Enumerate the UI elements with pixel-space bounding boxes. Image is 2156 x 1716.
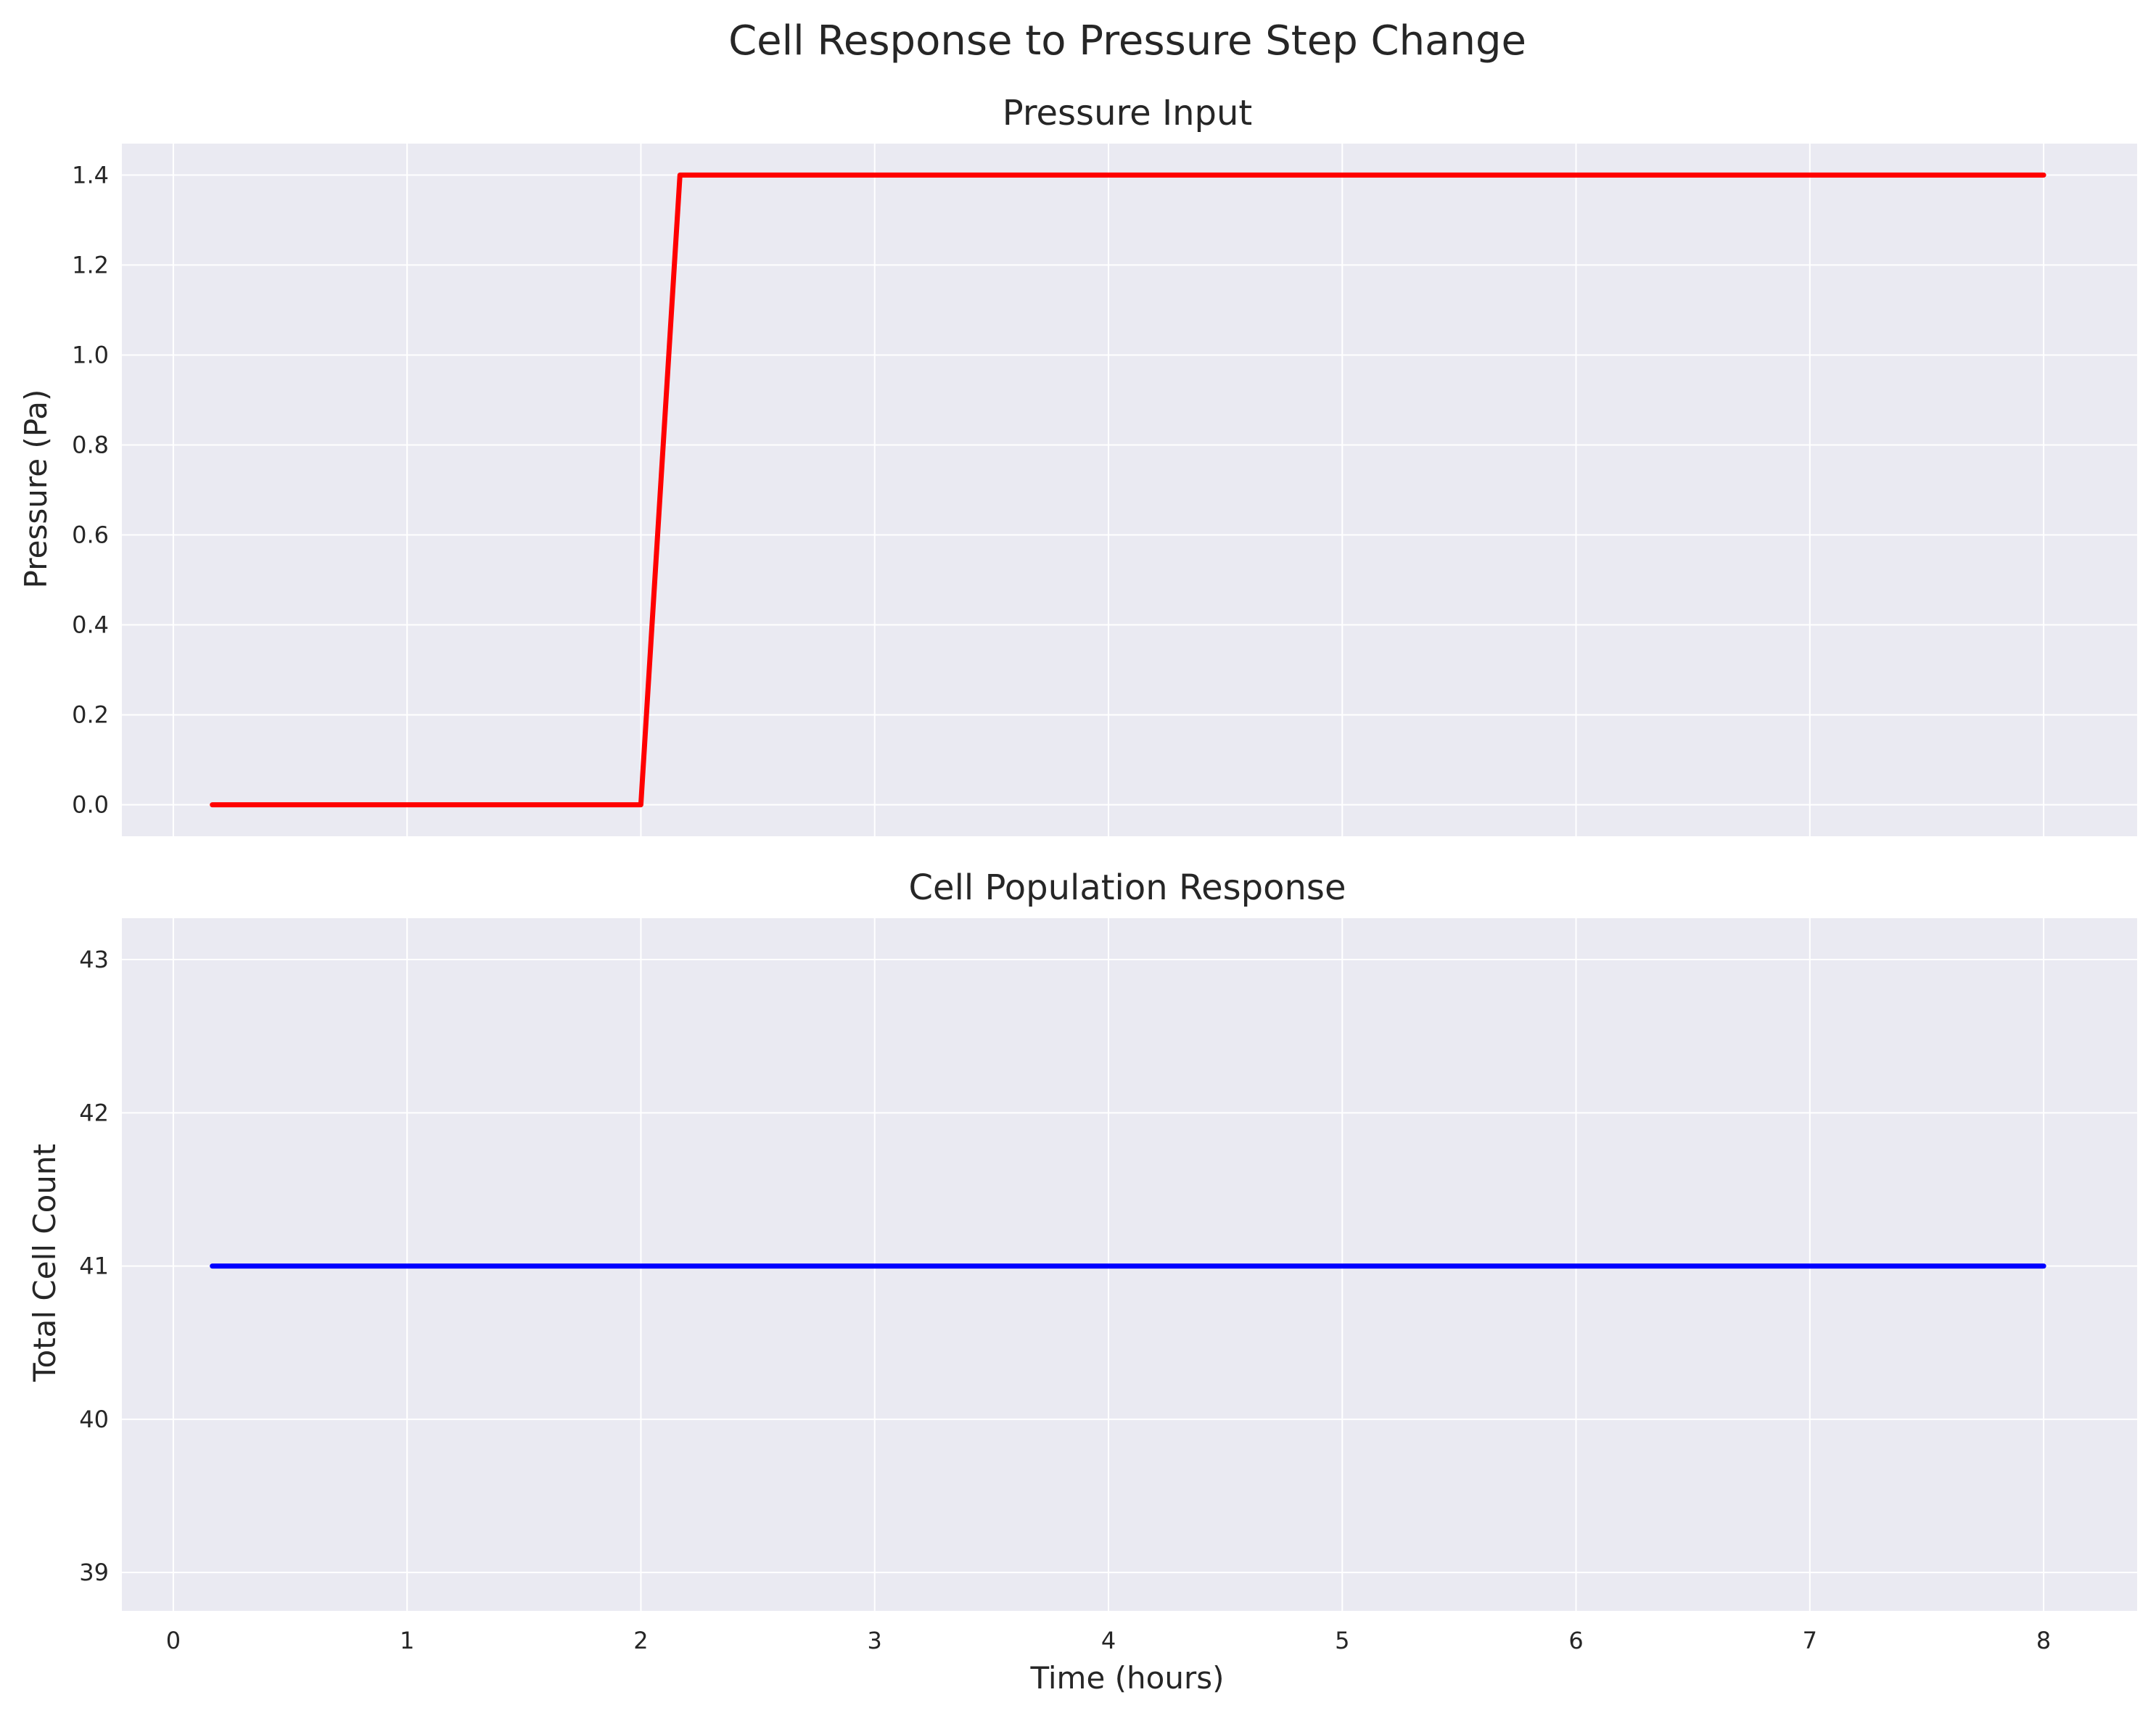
- pressure-y-tick-label: 1.0: [72, 341, 109, 368]
- pressure-panel: 0.00.20.40.60.81.01.21.4 Pressure Input …: [18, 93, 2137, 836]
- pressure-y-tick-label: 0.8: [72, 431, 109, 458]
- cell-count-x-tick-label: 0: [166, 1627, 181, 1654]
- pressure-series-layer: [210, 172, 2046, 808]
- cell-count-x-tick-label: 6: [1568, 1627, 1583, 1654]
- pressure-grid: [122, 144, 2137, 836]
- pressure-y-tick-label: 0.4: [72, 611, 109, 639]
- cell-count-y-tick-label: 41: [79, 1253, 109, 1280]
- cell-count-y-tick-label: 39: [79, 1559, 109, 1586]
- pressure-y-tick-label: 1.4: [72, 161, 109, 189]
- cell-count-x-tick-label: 4: [1101, 1627, 1116, 1654]
- cell-count-x-tick-label: 5: [1335, 1627, 1349, 1654]
- cell-count-y-tick-label: 43: [79, 946, 109, 973]
- pressure-ticks: 0.0 0.2 0.4 0.6 0.8 1.0 1.2 1.4: [72, 161, 109, 818]
- cell-count-x-tick-label: 1: [400, 1627, 414, 1654]
- cell-count-x-tick-label: 3: [868, 1627, 882, 1654]
- pressure-plot-area: [122, 144, 2137, 836]
- cell-count-x-tick-label: 7: [1803, 1627, 1817, 1654]
- pressure-y-tick-label: 1.2: [72, 251, 109, 279]
- cell-count-x-tick-label: 8: [2036, 1627, 2051, 1654]
- cell-count-x-axis-label: Time (hours): [1030, 1660, 1225, 1696]
- figure-title: Cell Response to Pressure Step Change: [728, 17, 1526, 65]
- pressure-panel-title: Pressure Input: [1003, 93, 1253, 133]
- cell-count-x-tick-label: 2: [633, 1627, 648, 1654]
- pressure-y-axis-label: Pressure (Pa): [18, 389, 54, 589]
- cell-count-y-tick-label: 40: [79, 1406, 109, 1433]
- pressure-y-tick-label: 0.6: [72, 521, 109, 549]
- cell-count-y-axis-label: Total Cell Count: [27, 1144, 62, 1382]
- cell-count-ticks: 0 1 2 3 4 5 6 7 8 39 40 41 42 43: [79, 946, 2051, 1654]
- pressure-y-tick-label: 0.0: [72, 791, 109, 819]
- pressure-y-tick-label: 0.2: [72, 701, 109, 729]
- cell-count-panel: 0 1 2 3 4 5 6 7 8 39 40 41 42 43 Cell Population Resp…: [27, 867, 2137, 1696]
- cell-count-y-tick-label: 42: [79, 1099, 109, 1126]
- cell-count-panel-title: Cell Population Response: [909, 867, 1346, 908]
- pressure-series-line: [210, 172, 2046, 808]
